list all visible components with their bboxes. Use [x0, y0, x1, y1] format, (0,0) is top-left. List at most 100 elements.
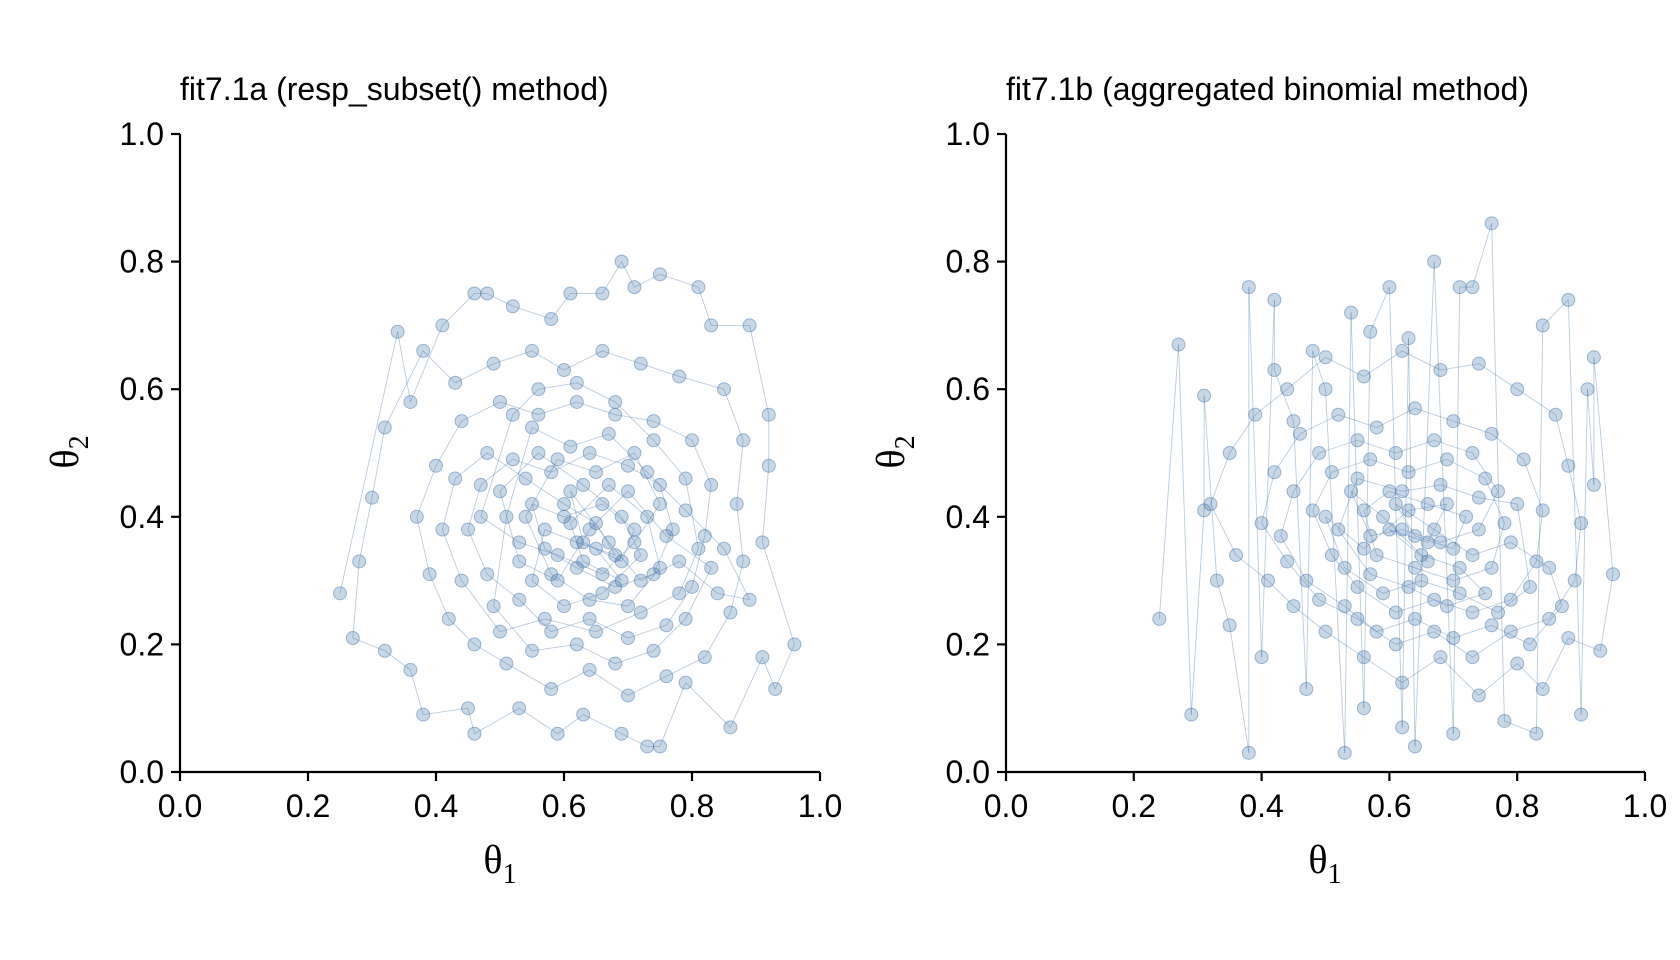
- trace-segment: [525, 478, 565, 505]
- data-point: [1369, 420, 1384, 435]
- y-tick-label: 0.8: [946, 244, 990, 280]
- data-point: [467, 286, 482, 301]
- trace-segment: [1388, 287, 1403, 728]
- trace-segment: [1363, 510, 1378, 556]
- panel-fit7-1b: fit7.1b (aggregated binomial method) 0.0…: [868, 71, 1667, 890]
- trace-segment: [358, 497, 373, 562]
- trace-segment: [595, 452, 635, 473]
- data-point: [704, 560, 719, 575]
- data-point: [1407, 611, 1422, 626]
- trace-segment: [704, 612, 731, 658]
- data-point: [544, 312, 559, 327]
- data-point: [1267, 292, 1282, 307]
- data-point: [691, 280, 706, 295]
- data-point: [608, 656, 623, 671]
- trace-segment: [1273, 369, 1294, 422]
- data-point: [1446, 414, 1461, 429]
- trace-segment: [576, 541, 616, 556]
- data-point: [1395, 343, 1410, 358]
- axes: 0.0 0.2 0.4 0.6 0.8 1.0 0.0 0.2 0.4 0.6 0.8 1.0: [946, 116, 1668, 824]
- data-point: [550, 573, 565, 588]
- data-point: [1407, 560, 1422, 575]
- trace-segment: [563, 503, 597, 524]
- data-point: [403, 394, 418, 409]
- data-point: [493, 484, 507, 499]
- trace-segment: [1421, 554, 1460, 569]
- trace-segment: [1408, 338, 1416, 747]
- trace-segment: [736, 503, 744, 562]
- trace-segment: [653, 618, 686, 652]
- trace-segment: [1267, 580, 1294, 607]
- data-point: [1503, 535, 1518, 550]
- data-point: [717, 541, 731, 556]
- data-point: [1433, 477, 1448, 492]
- trace-segment: [416, 465, 437, 517]
- trace-segment: [499, 491, 520, 562]
- data-point: [678, 611, 693, 626]
- trace-segment: [1280, 535, 1307, 581]
- data-point: [569, 375, 584, 390]
- data-point: [672, 586, 687, 601]
- trace-segment: [1472, 631, 1512, 658]
- trace-segment: [761, 656, 776, 690]
- y-tick-label: 0.4: [946, 499, 990, 535]
- trace-segment: [441, 478, 456, 530]
- data-point: [1535, 503, 1550, 518]
- trace-segment: [1484, 478, 1505, 524]
- data-point: [1376, 509, 1391, 524]
- trace-segment: [723, 389, 744, 441]
- data-point: [717, 382, 731, 397]
- trace-segment: [1453, 624, 1492, 639]
- trace-segment: [352, 637, 385, 652]
- data-point: [1414, 573, 1429, 588]
- data-point: [723, 605, 738, 620]
- trace-segment: [1401, 656, 1441, 684]
- data-point: [1184, 707, 1199, 722]
- data-point: [787, 637, 802, 652]
- trace-segment: [518, 561, 558, 582]
- trace-segment: [1363, 490, 1390, 511]
- data-point: [1439, 599, 1454, 614]
- data-point: [1363, 528, 1378, 543]
- data-point: [1401, 579, 1416, 594]
- data-point: [518, 509, 533, 524]
- trace-segment: [615, 414, 654, 422]
- data-point: [1459, 509, 1474, 524]
- x-tick-label: 0.8: [670, 788, 714, 824]
- trace-segment: [1478, 491, 1499, 530]
- trace-segment: [1158, 344, 1179, 619]
- data-point: [1305, 343, 1320, 358]
- trace-segment: [1325, 516, 1346, 568]
- data-point: [678, 471, 693, 486]
- data-point: [576, 477, 591, 492]
- trace-segment: [595, 612, 641, 633]
- data-point: [525, 343, 539, 358]
- y-tick-label: 0.8: [120, 244, 164, 280]
- trace-segment: [1280, 491, 1294, 537]
- trace-segment: [1497, 586, 1531, 613]
- trace-segment: [499, 618, 545, 633]
- data-point: [653, 497, 667, 512]
- data-point: [1446, 726, 1461, 741]
- data-point: [1331, 522, 1346, 537]
- data-point: [525, 497, 539, 512]
- data-point: [1241, 280, 1256, 295]
- data-point: [467, 726, 482, 741]
- trace-segment: [774, 644, 795, 690]
- trace-segment: [761, 465, 770, 543]
- y-tick-label: 0.0: [946, 754, 990, 790]
- trace-segment: [1453, 567, 1492, 582]
- x-tick-label: 0.4: [414, 788, 458, 824]
- chart-title: fit7.1b (aggregated binomial method): [1006, 71, 1529, 107]
- data-point: [621, 631, 635, 646]
- trace-segment: [627, 465, 661, 486]
- data-point: [614, 509, 629, 524]
- data-point: [435, 522, 450, 537]
- trace-segment: [1574, 523, 1582, 581]
- data-point: [1510, 656, 1525, 671]
- data-point: [1606, 567, 1621, 582]
- data-point: [473, 477, 488, 492]
- trace-segment: [1274, 433, 1301, 473]
- trace-segment: [384, 350, 424, 428]
- trace-segment: [1261, 472, 1275, 524]
